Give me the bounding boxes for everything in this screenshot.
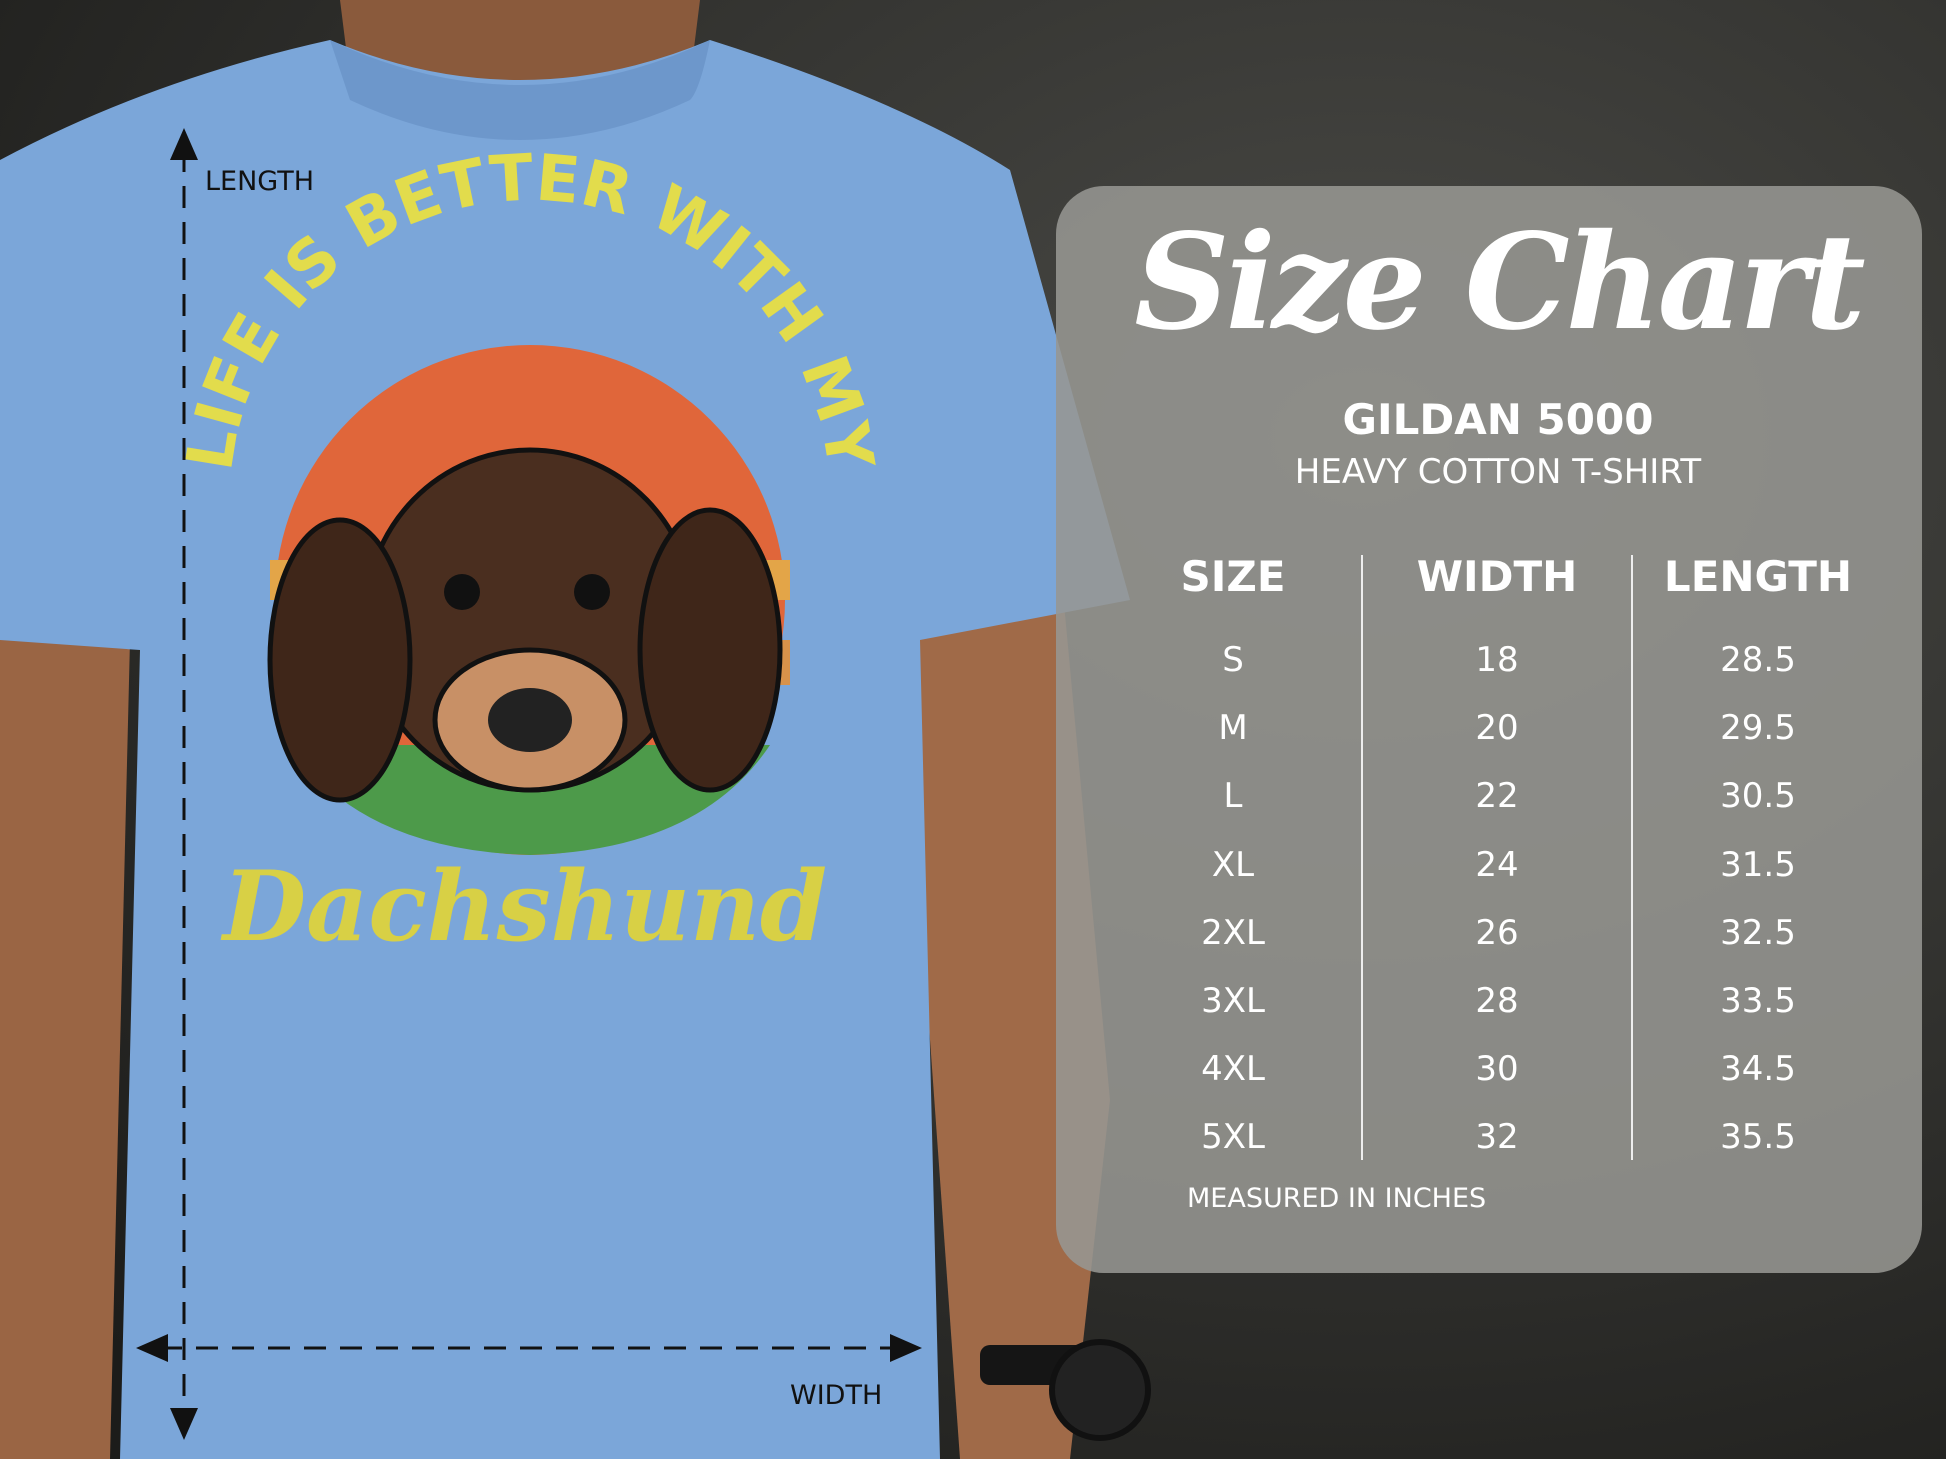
column-divider: [1361, 555, 1363, 1160]
width-cell: 32: [1475, 1117, 1519, 1158]
length-cell: 31.5: [1720, 844, 1796, 885]
header-length: LENGTH: [1663, 552, 1853, 601]
length-cell: 32.5: [1720, 912, 1796, 953]
length-cell: 28.5: [1720, 640, 1796, 680]
width-cell: 24: [1475, 844, 1519, 885]
wristwatch: [1049, 1339, 1151, 1441]
size-cell: 2XL: [1201, 912, 1265, 953]
column-divider: [1631, 555, 1633, 1160]
width-cell: 18: [1475, 640, 1519, 680]
footnote: MEASURED IN INCHES: [1187, 1183, 1487, 1214]
length-cell: 30.5: [1720, 776, 1796, 817]
brand-name: GILDAN 5000: [1342, 395, 1654, 444]
length-cell: 35.5: [1720, 1117, 1796, 1158]
size-cell: 4XL: [1201, 1049, 1265, 1090]
width-cell: 22: [1475, 776, 1519, 817]
size-cell: 5XL: [1201, 1117, 1265, 1158]
size-cell: 3XL: [1201, 981, 1265, 1021]
width-cell: 20: [1475, 708, 1519, 749]
length-cell: 29.5: [1720, 708, 1796, 749]
width-label: WIDTH: [790, 1380, 883, 1411]
header-width: WIDTH: [1416, 552, 1578, 601]
product-name: HEAVY COTTON T-SHIRT: [1294, 452, 1702, 492]
length-cell: 34.5: [1720, 1049, 1796, 1090]
size-cell: S: [1222, 640, 1244, 680]
size-cell: XL: [1211, 844, 1255, 885]
length-label: LENGTH: [205, 166, 315, 197]
width-cell: 26: [1475, 912, 1519, 953]
size-chart-panel: [1056, 186, 1922, 1273]
width-cell: 30: [1475, 1049, 1519, 1090]
graphic-script-text: Dachshund: [220, 850, 827, 963]
size-cell: L: [1223, 776, 1243, 817]
header-size: SIZE: [1180, 552, 1286, 601]
size-cell: M: [1218, 708, 1248, 749]
left-arm: [0, 600, 130, 1459]
chart-title: Size Chart: [1134, 205, 1865, 360]
width-cell: 28: [1475, 981, 1519, 1021]
length-cell: 33.5: [1720, 981, 1796, 1021]
